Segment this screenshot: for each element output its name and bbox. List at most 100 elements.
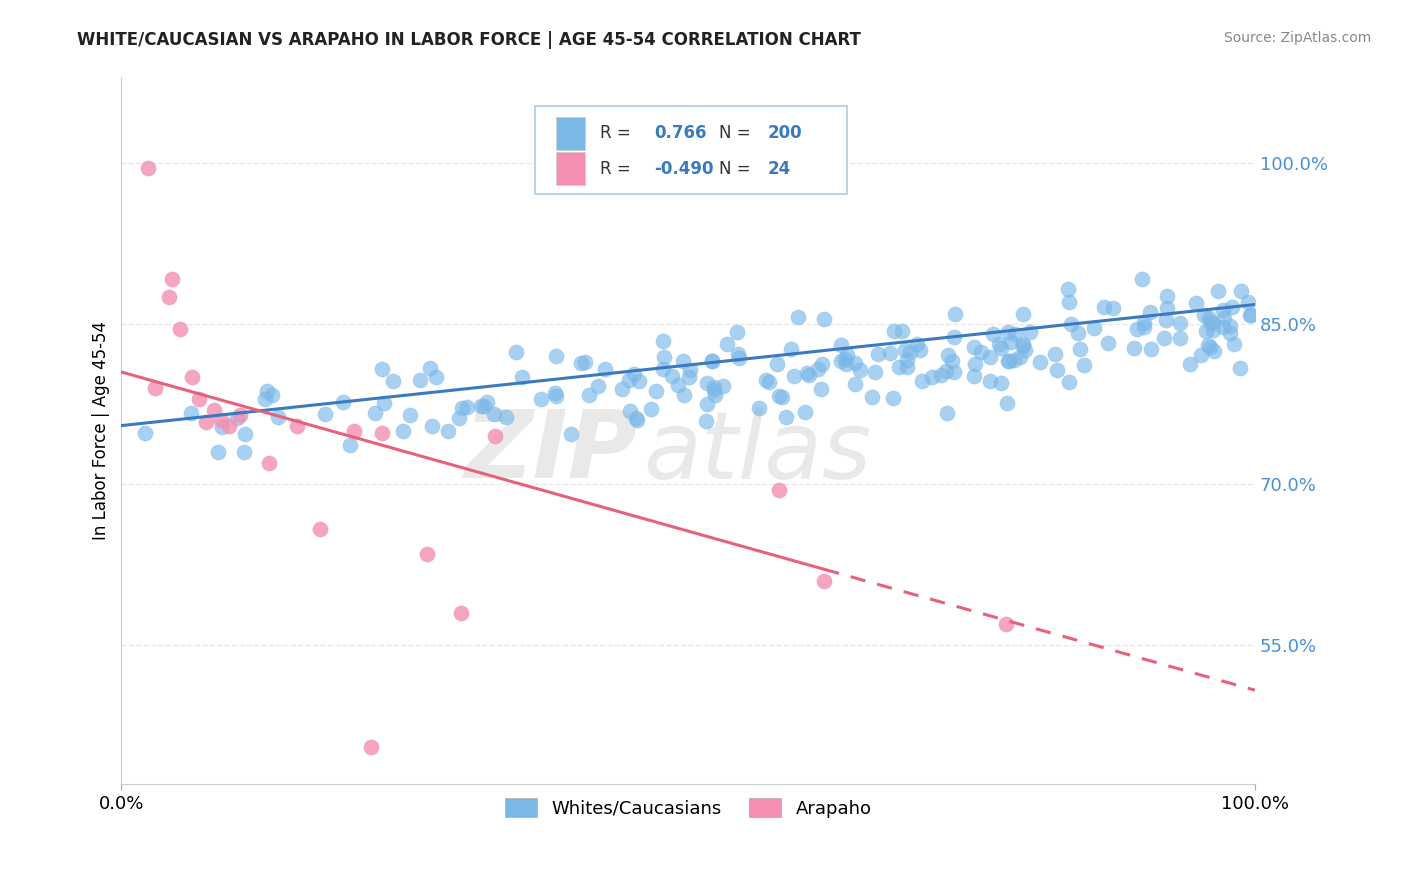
Point [257, 456, 280, 470]
FancyBboxPatch shape [555, 117, 585, 150]
Point [652, 334, 675, 349]
Point [810, 382, 832, 396]
Point [748, 401, 770, 415]
Point [994, 616, 1017, 631]
Point [1011, 337, 1033, 351]
Point [813, 574, 835, 588]
Point [1043, 347, 1066, 361]
Point [703, 383, 725, 397]
Point [1046, 363, 1069, 377]
Point [1239, 308, 1261, 322]
Point [1168, 316, 1191, 330]
Point [860, 391, 883, 405]
Point [209, 413, 232, 427]
Point [373, 396, 395, 410]
Point [437, 424, 460, 438]
Point [586, 378, 609, 392]
Point [218, 418, 240, 433]
Point [702, 354, 724, 368]
Point [652, 350, 675, 364]
Point [797, 368, 820, 382]
Point [624, 411, 647, 425]
Point [1202, 323, 1225, 337]
Point [868, 347, 890, 361]
Point [470, 399, 492, 413]
Point [495, 409, 517, 424]
Point [844, 356, 866, 370]
Point [770, 391, 793, 405]
Text: N =: N = [718, 160, 751, 178]
Point [332, 395, 354, 409]
Point [1219, 318, 1241, 333]
Point [1014, 343, 1036, 357]
Point [1230, 285, 1253, 299]
Point [990, 376, 1012, 390]
Point [696, 397, 718, 411]
Point [666, 377, 689, 392]
Text: 24: 24 [768, 160, 790, 178]
Point [728, 351, 751, 366]
Point [1191, 348, 1213, 362]
Point [211, 419, 233, 434]
Point [544, 349, 567, 363]
Text: R =: R = [600, 124, 630, 143]
Point [1237, 294, 1260, 309]
Text: 0.766: 0.766 [654, 124, 707, 143]
Point [180, 406, 202, 420]
Point [544, 386, 567, 401]
Point [969, 345, 991, 359]
Point [844, 376, 866, 391]
Point [1240, 308, 1263, 322]
Point [640, 401, 662, 416]
Text: atlas: atlas [643, 407, 872, 498]
Point [256, 384, 278, 398]
Point [623, 367, 645, 381]
Point [935, 364, 957, 378]
Point [711, 379, 734, 393]
Point [578, 388, 600, 402]
Point [943, 307, 966, 321]
Point [285, 418, 308, 433]
Point [628, 374, 651, 388]
Point [1010, 351, 1032, 365]
Point [1156, 313, 1178, 327]
Point [834, 351, 856, 366]
Point [696, 376, 718, 391]
Point [1069, 342, 1091, 356]
Point [1012, 307, 1035, 321]
Point [343, 424, 366, 438]
Point [419, 361, 441, 376]
Point [529, 392, 551, 407]
Point [891, 324, 914, 338]
Point [896, 359, 918, 374]
Point [830, 354, 852, 368]
Point [1199, 315, 1222, 329]
Point [644, 384, 666, 398]
Point [1133, 319, 1156, 334]
Point [1101, 301, 1123, 316]
Point [1192, 308, 1215, 322]
Point [450, 606, 472, 620]
Point [626, 412, 648, 426]
Point [420, 418, 443, 433]
Point [202, 402, 225, 417]
Point [716, 337, 738, 351]
Point [883, 324, 905, 338]
Point [942, 365, 965, 379]
Text: Source: ZipAtlas.com: Source: ZipAtlas.com [1223, 31, 1371, 45]
Point [758, 375, 780, 389]
Point [505, 345, 527, 359]
Point [510, 370, 533, 384]
Point [409, 373, 432, 387]
Point [703, 388, 725, 402]
Point [207, 445, 229, 459]
Point [882, 392, 904, 406]
Point [416, 547, 439, 561]
Point [997, 353, 1019, 368]
Point [484, 429, 506, 443]
Point [180, 370, 202, 384]
Point [835, 357, 858, 371]
Point [979, 374, 1001, 388]
Point [1133, 316, 1156, 330]
Point [569, 356, 592, 370]
